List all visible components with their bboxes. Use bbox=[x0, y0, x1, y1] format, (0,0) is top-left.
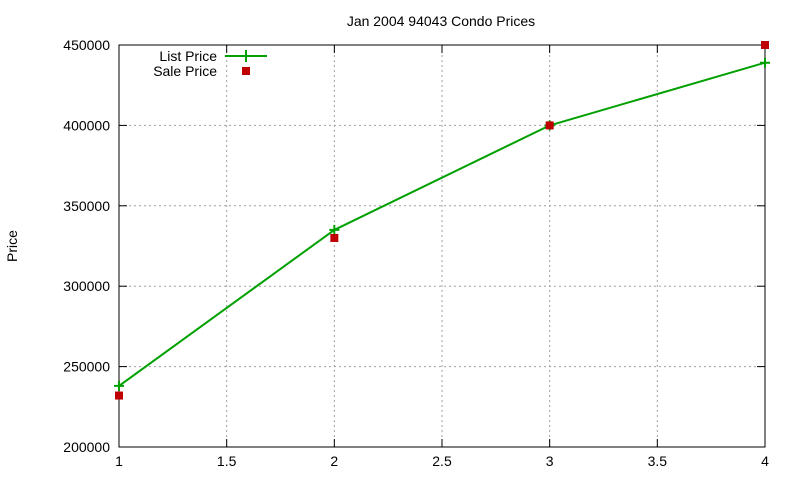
legend: List Price Sale Price bbox=[153, 48, 267, 79]
y-tick-label: 250000 bbox=[63, 359, 110, 375]
legend-marker-list-price bbox=[240, 50, 252, 62]
y-axis-label: Price bbox=[4, 230, 20, 262]
x-tick-label: 4 bbox=[761, 453, 769, 469]
x-tick-label: 3.5 bbox=[648, 453, 668, 469]
chart-title: Jan 2004 94043 Condo Prices bbox=[347, 13, 535, 29]
data-point-sale-price bbox=[115, 391, 123, 400]
y-tick-label: 400000 bbox=[63, 117, 110, 133]
data-point-list-price bbox=[329, 224, 340, 235]
series-layer bbox=[114, 41, 770, 400]
data-point-list-price bbox=[114, 380, 124, 391]
y-tick-label: 200000 bbox=[63, 439, 110, 455]
y-tick-label: 450000 bbox=[63, 37, 110, 53]
legend-label-sale-price: Sale Price bbox=[153, 63, 217, 79]
y-tick-label: 350000 bbox=[63, 198, 110, 214]
legend-entry-list-price: List Price bbox=[159, 48, 267, 64]
x-tick-label: 3 bbox=[546, 453, 554, 469]
x-tick-label: 1.5 bbox=[217, 453, 237, 469]
grid-layer bbox=[119, 45, 765, 447]
legend-entry-sale-price: Sale Price bbox=[153, 63, 250, 79]
x-tick-label: 2 bbox=[330, 453, 338, 469]
legend-label-list-price: List Price bbox=[159, 48, 217, 64]
data-point-list-price bbox=[760, 57, 770, 68]
data-point-sale-price bbox=[761, 41, 769, 49]
series-line-list-price bbox=[118, 61, 766, 387]
legend-marker-sale-price bbox=[242, 67, 250, 75]
y-tick-label: 300000 bbox=[63, 278, 110, 294]
x-tick-label: 1 bbox=[115, 453, 123, 469]
data-point-sale-price bbox=[545, 121, 554, 130]
data-point-sale-price bbox=[330, 233, 339, 242]
x-tick-label: 2.5 bbox=[432, 453, 452, 469]
ticks-layer: 1 1.5 2 2.5 3 3.5 4 200000 250000 300000 350000 400… bbox=[63, 37, 769, 469]
